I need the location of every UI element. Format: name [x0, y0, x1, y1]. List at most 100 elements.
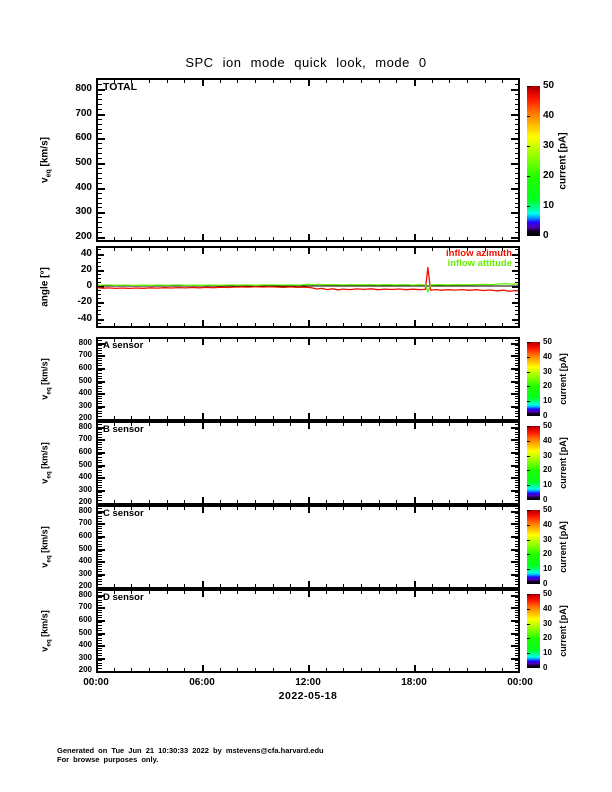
x-tick [237, 416, 239, 419]
y-tick [98, 489, 105, 492]
y-tick [511, 342, 518, 345]
y-tick [98, 393, 105, 396]
y-tick-label: 400 [78, 472, 92, 482]
y-tick [514, 357, 518, 359]
y-tick [514, 541, 518, 542]
y-tick [514, 94, 518, 96]
x-tick [237, 423, 239, 426]
y-tick [98, 113, 105, 116]
x-tick [414, 320, 416, 326]
y-tick [514, 660, 518, 662]
y-tick [514, 385, 518, 387]
y-tick [514, 362, 518, 364]
panel-sensor-b [96, 421, 520, 505]
y-tick [98, 642, 102, 644]
colorbar-tick-label: 0 [543, 495, 548, 504]
y-tick [98, 261, 101, 263]
y-tick [98, 602, 102, 604]
y-tick [514, 365, 518, 367]
x-tick [219, 416, 221, 419]
y-tick-label: 400 [75, 181, 92, 193]
x-tick [467, 507, 468, 510]
x-tick-label: 12:00 [295, 677, 321, 688]
x-tick [502, 339, 504, 342]
x-tick [325, 423, 327, 426]
y-tick [514, 612, 518, 614]
y-tick [514, 217, 518, 219]
y-tick [98, 434, 102, 436]
y-tick [512, 269, 518, 272]
y-tick [514, 479, 518, 481]
x-tick [484, 416, 486, 419]
x-tick [184, 80, 186, 83]
y-tick [98, 388, 102, 390]
y-tick [514, 515, 518, 517]
y-tick [98, 556, 102, 558]
x-tick [378, 237, 380, 240]
x-tick [431, 416, 433, 419]
colorbar-tick [527, 554, 530, 556]
y-tick [98, 398, 102, 400]
angle-chart [97, 266, 519, 293]
y-tick [514, 566, 518, 568]
y-tick [514, 378, 518, 380]
x-tick [113, 416, 115, 419]
legend-inflow-attitude: inflow attitude [447, 257, 512, 269]
x-tick [361, 668, 362, 671]
colorbar-tick-label: 20 [543, 549, 552, 559]
y-tick [98, 472, 102, 474]
x-tick [255, 584, 256, 587]
panel-sensor-d [96, 589, 520, 673]
y-tick [514, 434, 518, 436]
x-tick [308, 248, 310, 254]
y-tick [98, 578, 102, 580]
colorbar-total [527, 86, 540, 236]
x-tick [202, 591, 204, 597]
colorbar-sensor-c [527, 510, 540, 584]
y-tick [511, 523, 518, 526]
colorbar-tick-label: 20 [543, 170, 555, 181]
y-tick-label: 800 [75, 83, 92, 95]
colorbar-tick-label: 30 [543, 618, 552, 628]
x-tick [202, 665, 204, 671]
y-tick-label: 300 [78, 484, 92, 494]
x-tick [272, 591, 274, 594]
x-tick [166, 416, 168, 419]
colorbar-axis-label: current [pA] [558, 521, 568, 573]
x-tick [255, 500, 256, 503]
x-tick [202, 423, 204, 429]
y-tick-label: 200 [75, 231, 92, 243]
y-tick [514, 202, 518, 204]
x-tick [184, 668, 186, 671]
x-tick [431, 507, 433, 510]
x-tick [202, 234, 204, 240]
colorbar-tick-label: 50 [543, 589, 552, 598]
x-tick [378, 500, 380, 503]
x-tick [325, 668, 327, 671]
x-tick [325, 500, 327, 503]
y-tick [98, 217, 102, 219]
y-tick [98, 182, 102, 184]
x-tick [361, 416, 362, 419]
x-tick [202, 248, 204, 254]
x-tick [149, 80, 150, 83]
y-tick [98, 172, 102, 174]
y-tick [511, 237, 518, 240]
x-tick [396, 237, 398, 240]
colorbar-tick [527, 510, 530, 511]
colorbar-tick [527, 623, 530, 625]
y-tick [514, 153, 518, 155]
x-tick [308, 497, 310, 503]
y-tick [98, 573, 105, 576]
y-tick [98, 647, 102, 649]
y-tick [98, 477, 105, 480]
y-tick [98, 594, 105, 597]
x-tick [325, 237, 327, 240]
colorbar-tick [527, 485, 530, 487]
y-tick [98, 499, 102, 501]
x-tick [184, 323, 186, 326]
y-tick [511, 489, 518, 492]
x-tick [272, 323, 274, 326]
y-tick [514, 650, 518, 652]
y-tick [514, 484, 518, 486]
